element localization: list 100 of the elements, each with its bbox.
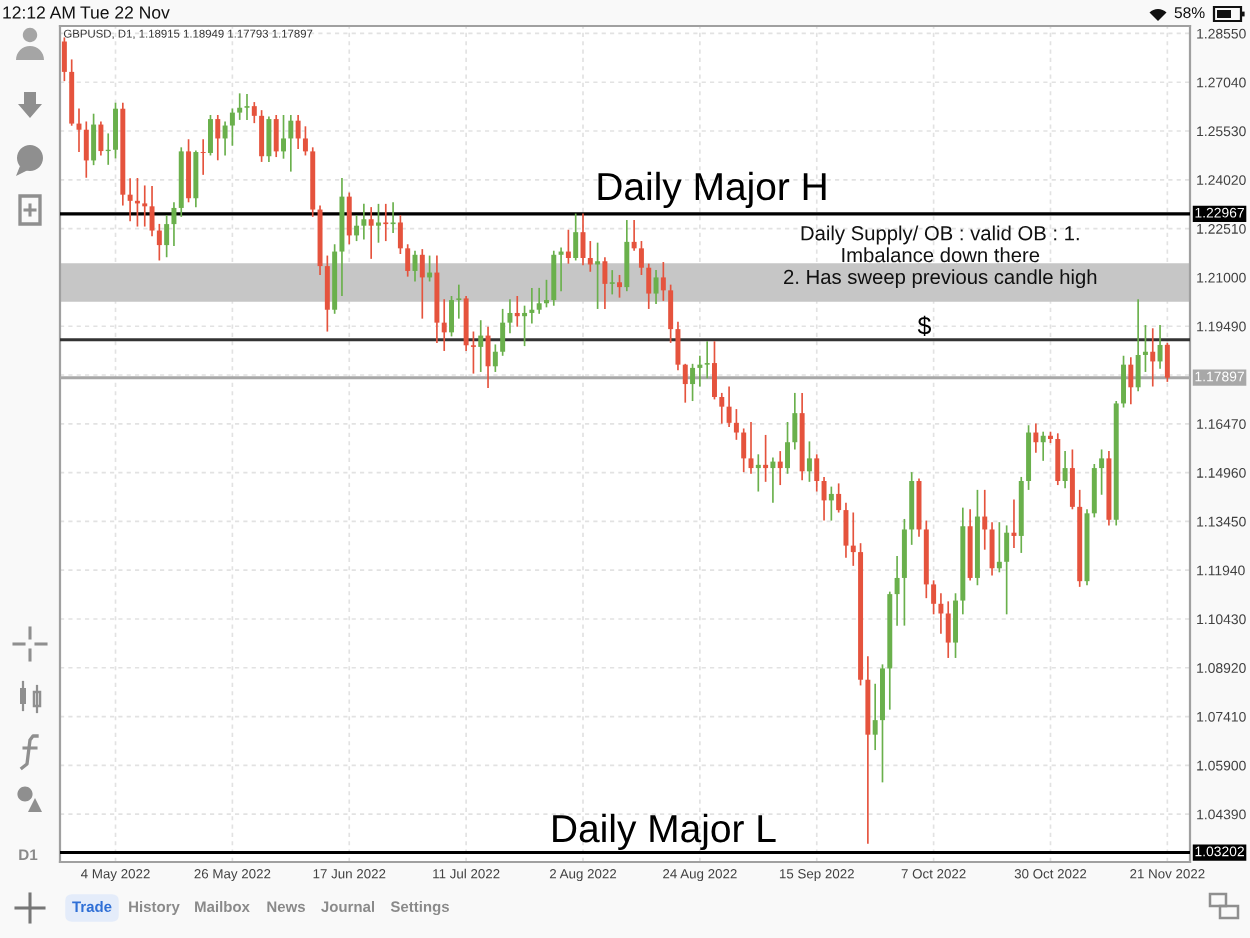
candlestick — [1164, 342, 1170, 382]
candlestick — [894, 556, 900, 626]
candlestick — [485, 326, 491, 389]
candlestick — [565, 229, 571, 264]
candlestick — [288, 115, 294, 172]
candlestick — [324, 255, 330, 332]
candlestick — [872, 683, 878, 751]
candlestick — [449, 295, 454, 337]
candlestick — [1135, 299, 1141, 392]
candlestick — [463, 295, 469, 351]
candlestick — [470, 331, 476, 374]
candlestick — [375, 203, 381, 243]
candlestick — [719, 392, 725, 424]
ref-line-label: Daily Major H — [598, 171, 826, 209]
candlestick — [346, 192, 352, 245]
candlestick — [478, 320, 484, 372]
candlestick — [836, 483, 842, 513]
candlestick — [646, 263, 652, 309]
candlestick — [98, 121, 104, 156]
candlestick — [237, 93, 243, 120]
candlestick — [1150, 328, 1156, 387]
candlestick — [222, 121, 228, 156]
candlestick — [996, 522, 1002, 573]
candlestick — [617, 274, 623, 298]
candlestick — [602, 257, 608, 309]
candlestick — [1142, 325, 1148, 372]
candlestick — [945, 601, 951, 658]
candlestick — [587, 241, 593, 272]
candlestick — [989, 522, 995, 576]
candlestick — [361, 203, 367, 240]
candlestick — [244, 93, 250, 120]
candlestick — [828, 486, 834, 521]
candlestick — [229, 108, 235, 146]
candlestick — [1091, 464, 1097, 518]
candlestick — [543, 279, 549, 308]
candlestick — [638, 241, 644, 276]
candlestick — [91, 113, 97, 166]
candlestick — [777, 451, 783, 486]
candlestick — [251, 102, 257, 124]
candlestick — [1069, 449, 1075, 510]
candlestick — [514, 295, 520, 327]
candlestick — [631, 220, 637, 251]
candlestick — [704, 341, 710, 379]
candlestick — [200, 139, 206, 175]
band-label: Daily Supply/ OB : valid OB : 1. Imbalance down there 2. Has sweep previous candle high — [784, 225, 1097, 289]
candlestick — [383, 203, 389, 242]
candlestick — [259, 110, 265, 162]
candlestick — [573, 213, 579, 261]
candlestick — [1121, 355, 1127, 408]
candlestick — [1157, 325, 1163, 369]
candlestick — [931, 580, 937, 615]
candlestick — [953, 593, 959, 658]
candlestick — [149, 186, 155, 237]
candlestick — [492, 344, 498, 372]
candlestick — [193, 150, 199, 208]
candlestick — [83, 121, 89, 178]
candlestick — [814, 454, 820, 492]
candlestick — [624, 220, 630, 292]
text: 12:12 AM — [3, 6, 75, 19]
candlestick — [551, 250, 557, 306]
candlestick — [668, 284, 674, 343]
candlestick — [397, 215, 403, 255]
candlestick — [1128, 357, 1134, 405]
candlestick — [156, 223, 162, 261]
candlestick — [682, 363, 688, 403]
candlestick — [755, 454, 761, 492]
ref-line-label: $ — [917, 315, 931, 336]
candlestick — [821, 476, 827, 521]
candlestick — [419, 249, 425, 319]
candlestick — [595, 242, 601, 309]
candlestick — [127, 178, 133, 222]
candlestick — [456, 284, 462, 319]
candlestick — [507, 299, 513, 334]
candlestick — [113, 102, 118, 159]
candlestick — [186, 139, 192, 203]
candlestick — [850, 512, 856, 566]
candlestick — [441, 299, 447, 351]
candlestick — [1099, 449, 1105, 495]
candlestick — [522, 305, 528, 347]
candlestick — [1055, 433, 1061, 486]
candlestick — [281, 115, 286, 159]
candlestick — [726, 386, 732, 427]
candlestick — [61, 37, 67, 82]
candlestick — [1040, 431, 1046, 461]
candlestick — [142, 185, 148, 227]
candlestick — [982, 489, 988, 550]
candlestick — [741, 428, 747, 473]
candlestick — [1062, 451, 1068, 489]
candlestick — [792, 392, 798, 450]
candlestick — [609, 270, 615, 295]
candlestick — [529, 287, 535, 324]
candlestick — [368, 207, 374, 259]
candlestick — [1033, 423, 1039, 453]
candlestick — [405, 244, 411, 277]
candlestick — [295, 115, 301, 149]
candlestick — [266, 116, 272, 162]
ref-line-label: Daily Major L — [553, 813, 776, 851]
candlestick — [806, 441, 812, 482]
candlestick — [733, 409, 739, 440]
candlestick — [785, 421, 791, 474]
